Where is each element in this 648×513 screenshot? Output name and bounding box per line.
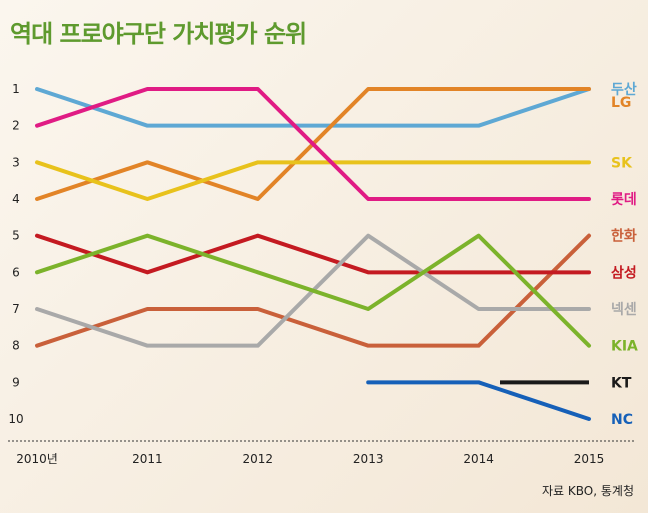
y-tick-label: 7 [12,302,20,316]
y-tick-label: 5 [12,229,20,243]
y-tick-label: 6 [12,265,20,279]
series-label-KIA: KIA [611,339,638,355]
x-tick-label: 2013 [353,452,384,466]
series-label-KT: KT [611,375,632,391]
y-tick-label: 10 [8,412,23,426]
series-label-넥센: 넥센 [611,302,637,318]
y-tick-label: 3 [12,155,20,169]
series-line-한화 [35,233,591,348]
series-label-두산: 두산 [611,81,637,98]
series-line-KIA [35,233,591,348]
source-note: 자료 KBO, 통계청 [542,484,634,498]
series-label-한화: 한화 [611,229,637,245]
series-label-삼성: 삼성 [611,265,637,281]
chart-title: 역대 프로야구단 가치평가 순위 [10,20,307,48]
x-tick-label: 2014 [463,452,494,466]
y-tick-label: 4 [12,192,20,206]
y-tick-label: 9 [12,375,20,389]
x-tick-label: 2012 [243,452,274,466]
series-line-두산 [35,87,591,128]
series-line-NC [366,380,591,421]
series-line-삼성 [35,233,591,275]
series-label-LG: LG [611,95,631,111]
y-tick-label: 1 [12,82,20,96]
x-tick-label: 2011 [132,452,163,466]
x-tick-label: 2010년 [16,452,58,466]
x-tick-label: 2015 [574,452,605,466]
series-label-SK: SK [611,155,633,171]
y-tick-label: 2 [12,119,20,133]
series-line-SK [35,160,591,201]
series-label-NC: NC [611,412,633,428]
series-label-롯데: 롯데 [611,192,637,208]
series-line-롯데 [35,87,591,201]
y-tick-label: 8 [12,339,20,353]
